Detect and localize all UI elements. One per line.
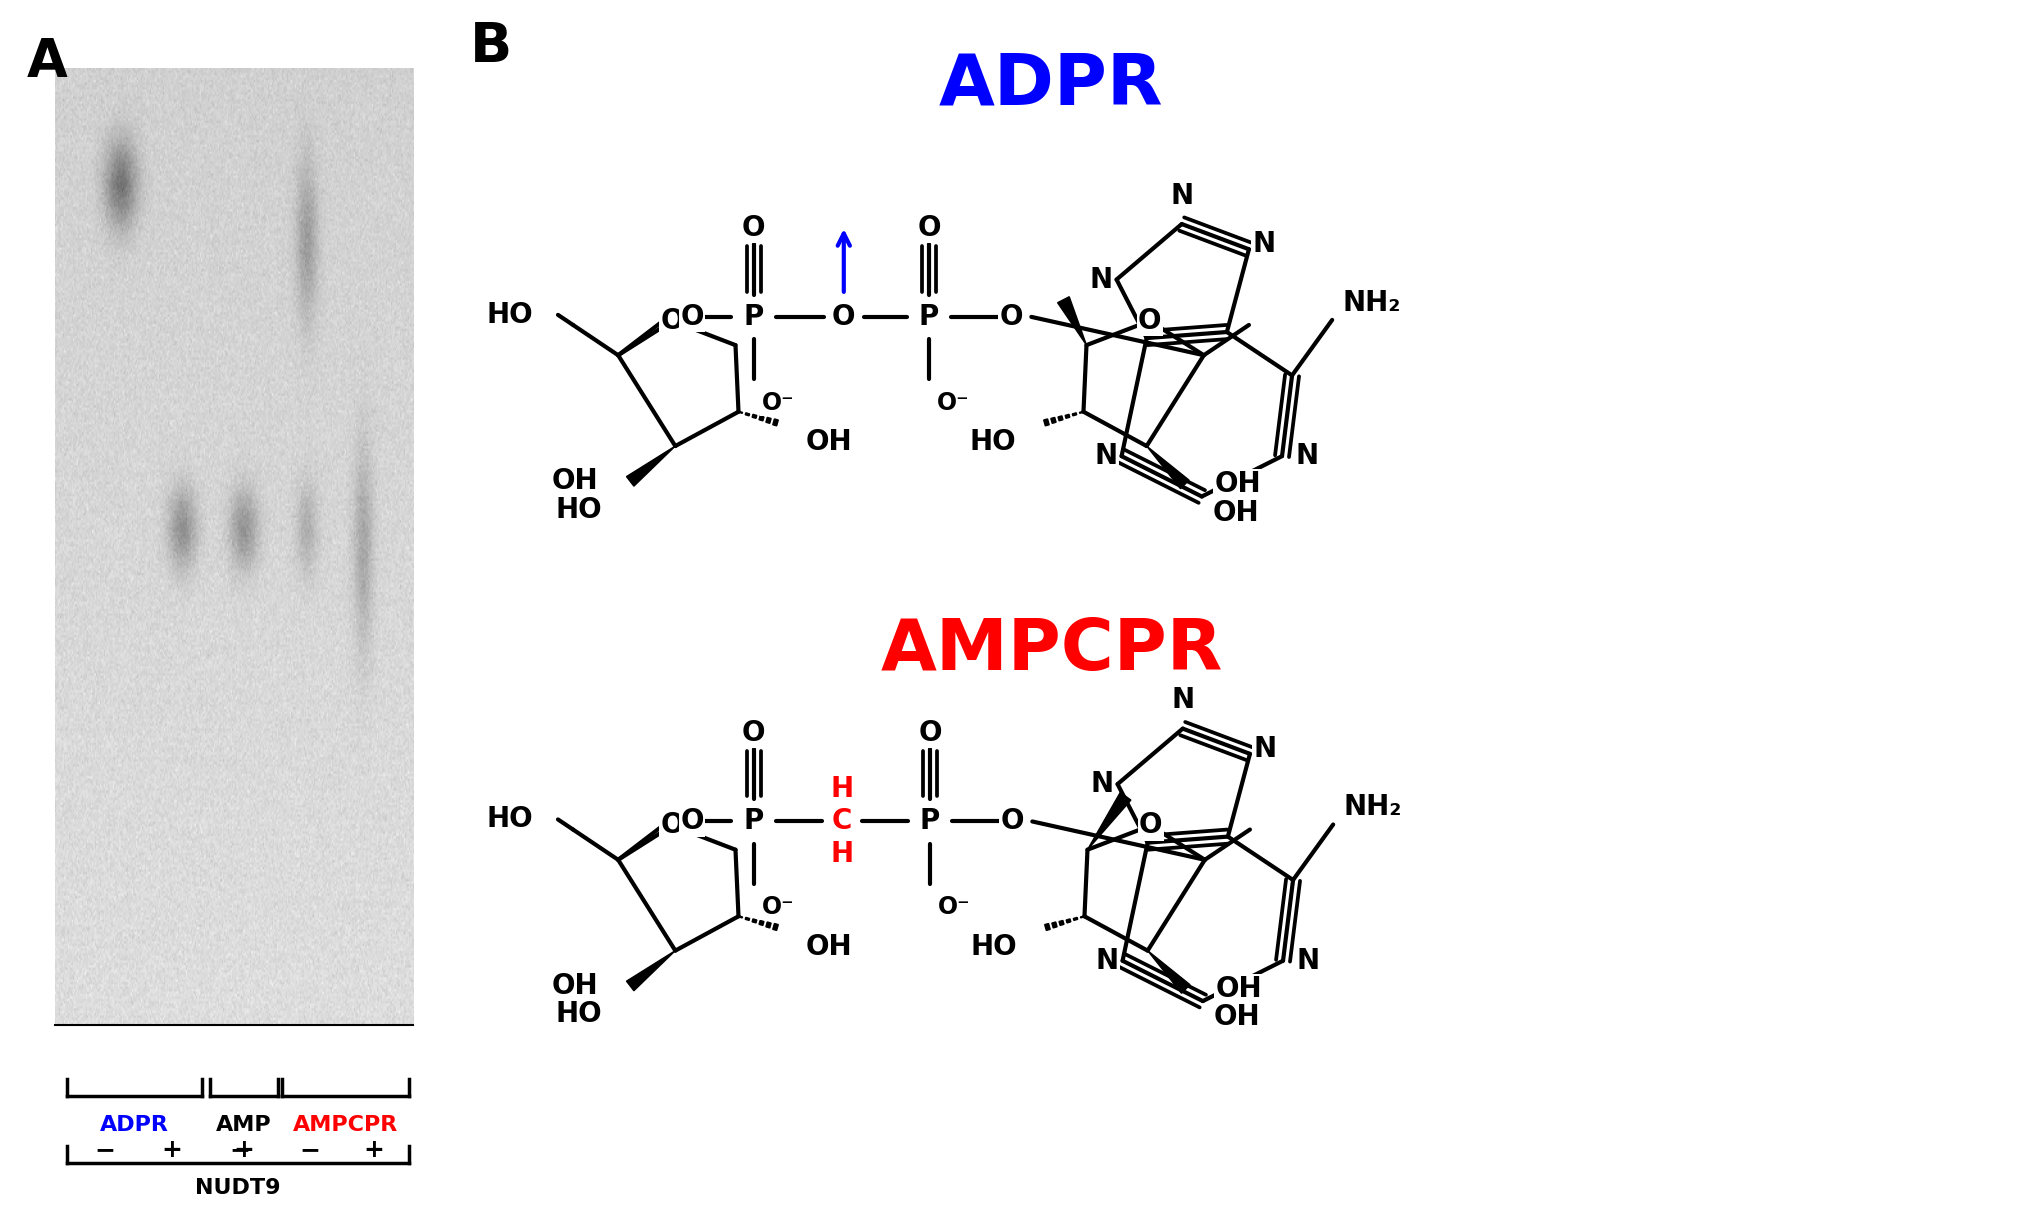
Text: C: C [832,808,852,836]
Text: O⁻: O⁻ [762,895,795,919]
Text: OH: OH [805,427,852,457]
Text: O: O [660,306,685,335]
Text: AMPCPR: AMPCPR [881,615,1222,684]
Polygon shape [1065,414,1069,418]
Text: H: H [830,775,852,803]
Text: O: O [1000,303,1022,331]
Text: N: N [1253,230,1275,258]
Text: AMP: AMP [217,1115,272,1136]
Polygon shape [1073,413,1077,415]
Polygon shape [1073,918,1077,920]
Text: O: O [1139,306,1161,335]
Text: A: A [27,36,67,88]
Text: HO: HO [556,495,603,523]
Text: NH₂: NH₂ [1343,793,1402,821]
Text: +: + [161,1138,182,1163]
Polygon shape [758,415,764,421]
Text: OH: OH [805,932,852,960]
Text: −: − [298,1138,321,1163]
Text: HO: HO [969,427,1016,457]
Polygon shape [766,418,771,424]
Text: O: O [1139,811,1163,839]
Polygon shape [1051,418,1057,424]
Text: HO: HO [486,300,533,329]
Polygon shape [1044,419,1049,426]
Text: N: N [1296,442,1318,470]
Text: ADPR: ADPR [100,1115,170,1136]
Text: O: O [918,718,942,747]
Text: N: N [1091,770,1114,798]
Polygon shape [628,446,675,486]
Polygon shape [1059,920,1065,925]
Polygon shape [738,916,742,918]
Polygon shape [746,918,750,920]
Text: OH: OH [1216,975,1263,1003]
Text: P: P [920,808,940,836]
Text: O: O [1000,808,1024,836]
Text: +: + [233,1138,253,1163]
Text: O: O [681,808,703,836]
Text: −: − [229,1138,251,1163]
Polygon shape [1059,415,1063,421]
Text: NH₂: NH₂ [1343,288,1400,317]
Text: N: N [1253,735,1278,763]
Text: OH: OH [552,972,599,1000]
Polygon shape [1087,792,1130,850]
Text: N: N [1096,947,1120,975]
Text: O: O [832,303,856,331]
Polygon shape [773,924,779,930]
Text: O: O [742,214,764,242]
Text: O: O [742,718,764,747]
Text: OH: OH [552,467,599,495]
Text: ADPR: ADPR [938,51,1163,120]
Text: O: O [918,214,940,242]
Text: NUDT9: NUDT9 [194,1178,280,1199]
Text: −: − [94,1138,114,1163]
Polygon shape [752,919,756,923]
Text: OH: OH [1214,470,1261,499]
Text: O: O [681,303,703,331]
Text: O⁻: O⁻ [762,391,795,414]
Text: +: + [364,1138,384,1163]
Text: N: N [1169,182,1194,210]
Polygon shape [1147,951,1190,993]
Text: N: N [1171,687,1194,714]
Text: N: N [1089,265,1114,293]
Polygon shape [1147,446,1190,489]
Text: B: B [470,21,511,74]
Polygon shape [752,414,756,418]
Polygon shape [738,412,742,413]
Polygon shape [1079,412,1083,413]
Text: OH: OH [1214,1003,1261,1032]
Text: P: P [744,303,764,331]
Text: HO: HO [486,805,533,833]
Text: HO: HO [971,932,1018,960]
Text: OH: OH [1212,499,1259,527]
Polygon shape [1053,922,1057,928]
Text: H: H [830,839,852,868]
Polygon shape [1081,916,1085,918]
Polygon shape [628,951,675,991]
Text: HO: HO [556,1000,603,1028]
Text: AMPCPR: AMPCPR [292,1115,399,1136]
Polygon shape [766,922,771,928]
Text: O⁻: O⁻ [936,391,969,414]
Polygon shape [758,920,764,925]
Polygon shape [1067,919,1071,923]
Text: N: N [1296,947,1320,975]
Polygon shape [1057,297,1087,345]
Text: O⁻: O⁻ [938,895,971,919]
Text: N: N [1096,442,1118,470]
Text: P: P [920,303,938,331]
Text: P: P [744,808,764,836]
Polygon shape [773,419,779,426]
Polygon shape [1044,924,1051,930]
Text: O: O [660,811,685,839]
Polygon shape [746,413,750,415]
